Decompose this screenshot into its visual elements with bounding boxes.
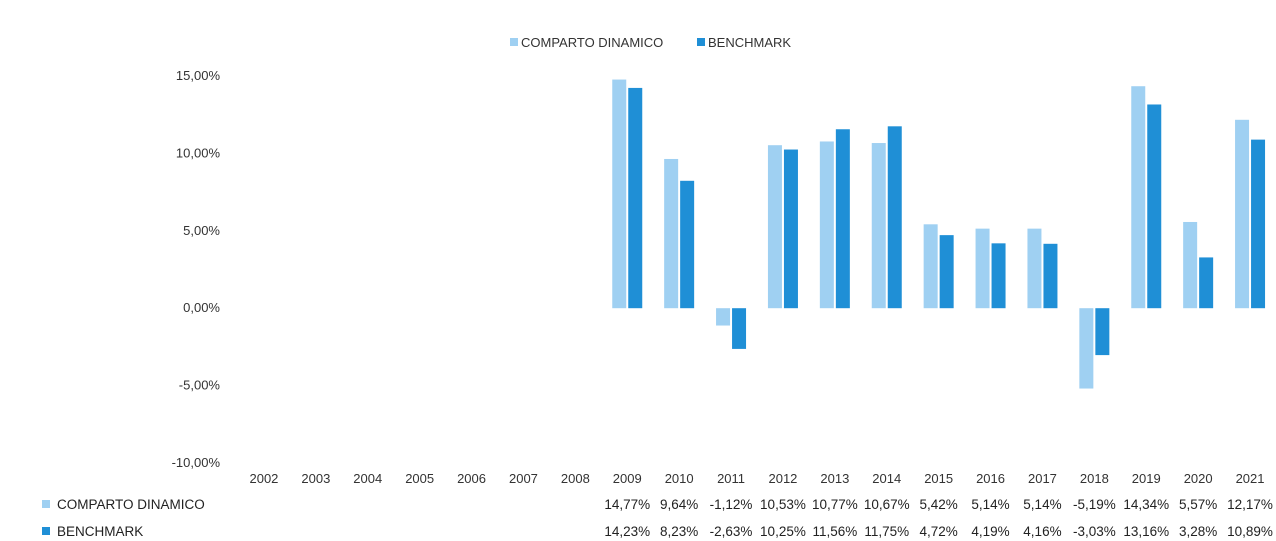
y-tick-label: -10,00% bbox=[172, 455, 221, 470]
x-tick-label: 2021 bbox=[1236, 471, 1265, 486]
table-cell: 3,28% bbox=[1179, 524, 1217, 539]
bar-benchmark-2017 bbox=[1043, 243, 1058, 309]
bar-benchmark-2020 bbox=[1199, 257, 1214, 309]
table-cell: -5,19% bbox=[1073, 497, 1116, 512]
bar-benchmark-2016 bbox=[991, 243, 1006, 309]
bar-comparto-2015 bbox=[923, 224, 938, 309]
table-cell: 11,75% bbox=[864, 524, 909, 539]
bar-comparto-2013 bbox=[819, 141, 834, 309]
x-tick-label: 2010 bbox=[665, 471, 694, 486]
y-axis: 15,00% 10,00% 5,00% 0,00% -5,00% -10,00% bbox=[172, 68, 221, 470]
x-tick-label: 2003 bbox=[301, 471, 330, 486]
bar-comparto-2010 bbox=[664, 158, 679, 309]
table-cell: 5,14% bbox=[1023, 497, 1061, 512]
table-key-0 bbox=[42, 500, 50, 508]
x-tick-label: 2009 bbox=[613, 471, 642, 486]
x-tick-label: 2007 bbox=[509, 471, 538, 486]
bar-benchmark-2009 bbox=[628, 87, 643, 309]
bar-benchmark-2010 bbox=[680, 180, 695, 309]
table-cell: 4,19% bbox=[971, 524, 1009, 539]
bar-benchmark-2014 bbox=[887, 126, 902, 309]
legend-label-0: COMPARTO DINAMICO bbox=[521, 35, 663, 50]
y-tick-label: 0,00% bbox=[183, 300, 220, 315]
table-cell: -2,63% bbox=[710, 524, 753, 539]
x-tick-label: 2020 bbox=[1184, 471, 1213, 486]
x-tick-label: 2019 bbox=[1132, 471, 1161, 486]
y-tick-label: -5,00% bbox=[179, 378, 221, 393]
y-tick-label: 5,00% bbox=[183, 223, 220, 238]
x-tick-label: 2004 bbox=[353, 471, 382, 486]
bar-comparto-2014 bbox=[871, 143, 886, 309]
bars bbox=[612, 79, 1266, 389]
table-cell: 14,23% bbox=[604, 524, 650, 539]
table-cell: 4,16% bbox=[1023, 524, 1061, 539]
table-series-name: COMPARTO DINAMICO bbox=[57, 497, 205, 512]
table-cell: 4,72% bbox=[920, 524, 958, 539]
bar-comparto-2012 bbox=[767, 145, 782, 309]
x-tick-label: 2008 bbox=[561, 471, 590, 486]
y-tick-label: 10,00% bbox=[176, 145, 221, 160]
table-cell: 14,34% bbox=[1123, 497, 1169, 512]
x-tick-label: 2011 bbox=[717, 471, 745, 486]
x-tick-label: 2006 bbox=[457, 471, 486, 486]
x-tick-label: 2014 bbox=[872, 471, 901, 486]
table-cell: -3,03% bbox=[1073, 524, 1116, 539]
table-cell: 5,57% bbox=[1179, 497, 1217, 512]
bar-comparto-2018 bbox=[1079, 308, 1094, 389]
data-table: COMPARTO DINAMICO 14,77% 9,64% -1,12% 10,53%… bbox=[42, 497, 1273, 539]
table-cell: 10,77% bbox=[812, 497, 858, 512]
bar-comparto-2020 bbox=[1183, 221, 1198, 309]
x-tick-label: 2013 bbox=[820, 471, 849, 486]
bar-benchmark-2015 bbox=[939, 235, 954, 309]
x-tick-label: 2018 bbox=[1080, 471, 1109, 486]
y-tick-label: 15,00% bbox=[176, 68, 221, 83]
x-tick-label: 2015 bbox=[924, 471, 953, 486]
table-cell: 10,67% bbox=[864, 497, 910, 512]
table-cell: 8,23% bbox=[660, 524, 698, 539]
table-cell: 12,17% bbox=[1227, 497, 1273, 512]
table-cell: -1,12% bbox=[710, 497, 753, 512]
table-cell: 10,25% bbox=[760, 524, 806, 539]
bar-comparto-2009 bbox=[612, 79, 627, 309]
table-cell: 5,14% bbox=[971, 497, 1009, 512]
table-cell: 11,56% bbox=[812, 524, 857, 539]
bar-benchmark-2013 bbox=[835, 129, 850, 309]
x-tick-label: 2005 bbox=[405, 471, 434, 486]
bar-comparto-2021 bbox=[1235, 119, 1250, 309]
legend-swatch-0 bbox=[510, 38, 518, 46]
bar-benchmark-2018 bbox=[1095, 308, 1110, 356]
table-series-name: BENCHMARK bbox=[57, 524, 143, 539]
bar-comparto-2016 bbox=[975, 228, 990, 309]
x-tick-label: 2016 bbox=[976, 471, 1005, 486]
legend-label-1: BENCHMARK bbox=[708, 35, 791, 50]
table-cell: 14,77% bbox=[604, 497, 650, 512]
legend: COMPARTO DINAMICO BENCHMARK bbox=[510, 35, 791, 50]
table-cell: 9,64% bbox=[660, 497, 698, 512]
x-tick-label: 2017 bbox=[1028, 471, 1057, 486]
bar-benchmark-2019 bbox=[1147, 104, 1162, 309]
table-key-1 bbox=[42, 527, 50, 535]
table-cell: 10,89% bbox=[1227, 524, 1273, 539]
legend-swatch-1 bbox=[697, 38, 705, 46]
bar-comparto-2019 bbox=[1131, 86, 1146, 309]
bar-benchmark-2011 bbox=[732, 308, 747, 349]
table-cell: 5,42% bbox=[920, 497, 958, 512]
x-tick-label: 2012 bbox=[768, 471, 797, 486]
bar-benchmark-2021 bbox=[1251, 139, 1266, 309]
x-tick-label: 2002 bbox=[249, 471, 278, 486]
bar-comparto-2011 bbox=[716, 308, 731, 326]
bar-benchmark-2012 bbox=[783, 149, 798, 309]
table-cell: 10,53% bbox=[760, 497, 806, 512]
bar-comparto-2017 bbox=[1027, 228, 1042, 309]
x-axis: 2002 2003 2004 2005 2006 2007 2008 2009 2010 2011… bbox=[249, 471, 1264, 486]
table-cell: 13,16% bbox=[1123, 524, 1169, 539]
